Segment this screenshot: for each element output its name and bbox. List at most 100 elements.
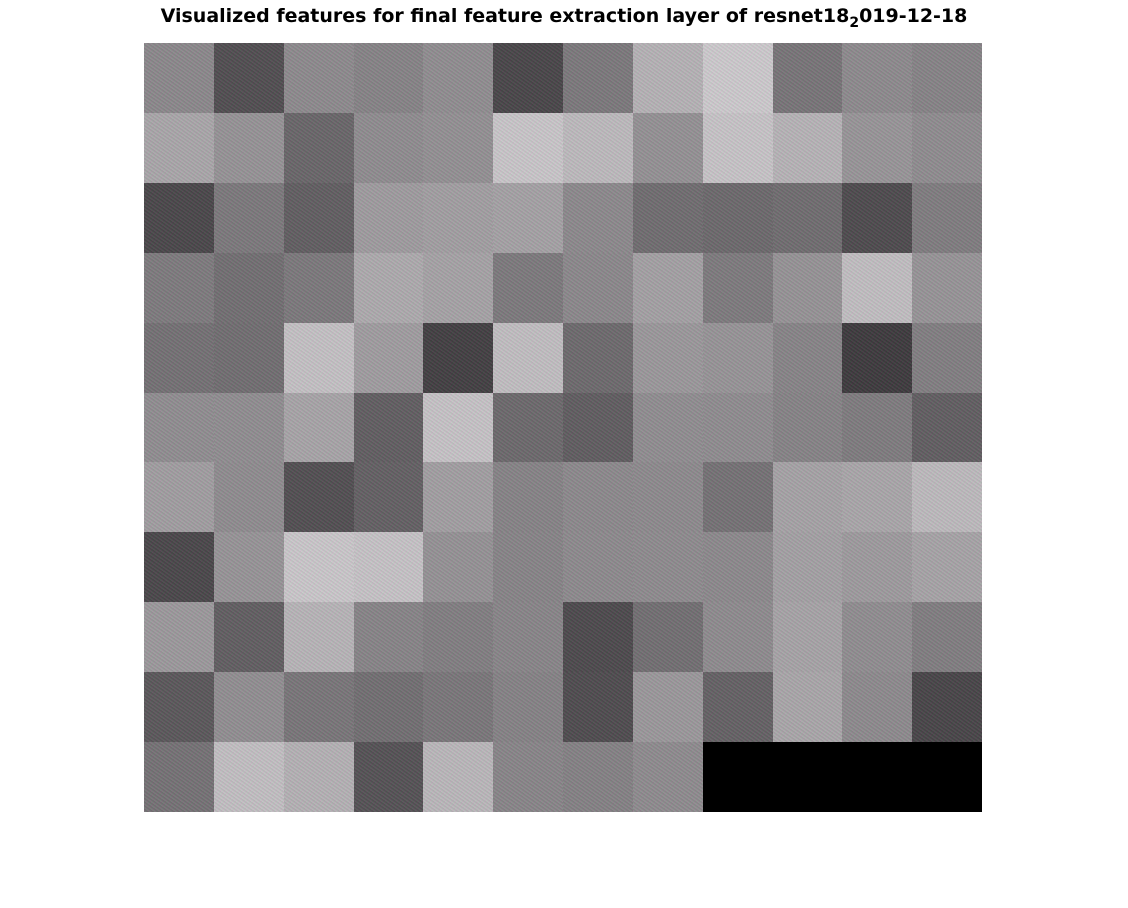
feature-tile (842, 252, 913, 323)
feature-tile (353, 43, 424, 113)
feature-tile (563, 602, 633, 673)
feature-tile (423, 392, 494, 463)
feature-tile (912, 252, 982, 323)
feature-tile (144, 322, 214, 393)
feature-tile (563, 742, 633, 812)
feature-tile (353, 252, 424, 323)
feature-tile (842, 742, 913, 812)
feature-mosaic (144, 43, 982, 812)
feature-tile (842, 392, 913, 463)
feature-tile (213, 672, 284, 743)
feature-tile (493, 672, 563, 743)
feature-tile (632, 392, 703, 463)
feature-tile (353, 602, 424, 673)
feature-tile (213, 602, 284, 673)
feature-tile (702, 742, 773, 812)
feature-tile (772, 43, 843, 113)
feature-tile (563, 462, 633, 533)
feature-tile (772, 462, 843, 533)
feature-tile (353, 672, 424, 743)
feature-tile (563, 43, 633, 113)
feature-tile (563, 252, 633, 323)
feature-tile (772, 532, 843, 603)
feature-tile (213, 322, 284, 393)
feature-tile (144, 182, 214, 253)
feature-tile (493, 322, 563, 393)
feature-tile (632, 672, 703, 743)
feature-tile (772, 322, 843, 393)
feature-tile (563, 182, 633, 253)
feature-tile (493, 112, 563, 183)
feature-tile (912, 182, 982, 253)
feature-tile (912, 532, 982, 603)
feature-tile (213, 742, 284, 812)
feature-tile (772, 182, 843, 253)
feature-tile (702, 602, 773, 673)
feature-tile (563, 322, 633, 393)
feature-tile (144, 392, 214, 463)
feature-tile (283, 672, 354, 743)
feature-tile (144, 462, 214, 533)
feature-tile (144, 112, 214, 183)
feature-tile (772, 742, 843, 812)
feature-tile (144, 672, 214, 743)
feature-tile (842, 532, 913, 603)
title-text: Visualized features for final feature ex… (160, 5, 850, 27)
feature-tile (353, 322, 424, 393)
feature-tile (283, 252, 354, 323)
feature-tile (353, 532, 424, 603)
feature-tile (423, 182, 494, 253)
feature-tile (842, 602, 913, 673)
feature-tile (632, 322, 703, 393)
feature-tile (702, 392, 773, 463)
feature-tile (213, 43, 284, 113)
feature-tile (702, 112, 773, 183)
feature-tile (423, 252, 494, 323)
feature-tile (702, 532, 773, 603)
feature-tile (912, 392, 982, 463)
feature-tile (423, 112, 494, 183)
feature-tile (283, 112, 354, 183)
feature-tile (632, 602, 703, 673)
feature-tile (283, 462, 354, 533)
feature-tile (144, 602, 214, 673)
feature-tile (283, 182, 354, 253)
feature-tile (912, 672, 982, 743)
feature-tile (912, 462, 982, 533)
feature-tile (423, 602, 494, 673)
feature-tile (213, 182, 284, 253)
feature-tile (144, 742, 214, 812)
feature-tile (772, 392, 843, 463)
feature-tile (772, 602, 843, 673)
feature-tile (842, 112, 913, 183)
feature-tile (702, 322, 773, 393)
feature-tile (493, 392, 563, 463)
feature-tile (283, 742, 354, 812)
feature-tile (213, 392, 284, 463)
feature-tile (632, 742, 703, 812)
feature-tile (772, 112, 843, 183)
feature-tile (632, 252, 703, 323)
feature-tile (423, 672, 494, 743)
feature-tile (563, 112, 633, 183)
title-subscript: 2 (849, 15, 860, 31)
feature-tile (632, 112, 703, 183)
feature-tile (772, 672, 843, 743)
feature-tile (283, 602, 354, 673)
feature-tile (144, 43, 214, 113)
feature-tile (632, 532, 703, 603)
feature-tile (702, 462, 773, 533)
feature-tile (632, 462, 703, 533)
feature-tile (423, 462, 494, 533)
feature-tile (144, 252, 214, 323)
feature-tile (912, 112, 982, 183)
feature-tile (423, 742, 494, 812)
feature-tile (702, 672, 773, 743)
feature-tile (493, 182, 563, 253)
feature-tile (213, 462, 284, 533)
figure-title: Visualized features for final feature ex… (0, 4, 1128, 31)
feature-tile (563, 532, 633, 603)
feature-tile (353, 112, 424, 183)
title-tail: 019-12-18 (859, 5, 968, 27)
feature-tile (493, 532, 563, 603)
